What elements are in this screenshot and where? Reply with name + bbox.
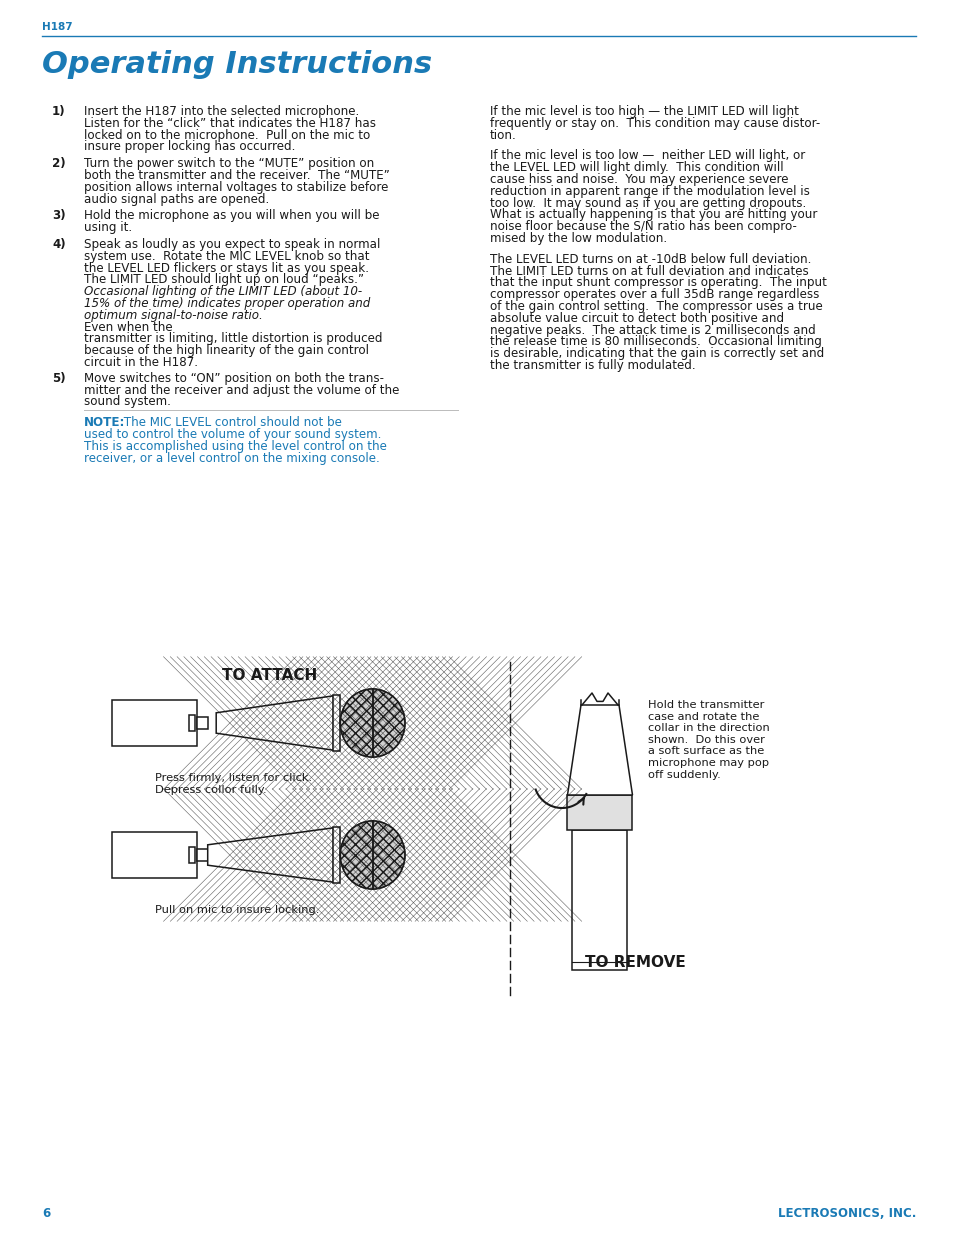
Text: 3): 3) bbox=[52, 210, 66, 222]
Text: This is accomplished using the level control on the: This is accomplished using the level con… bbox=[84, 440, 387, 453]
Text: Turn the power switch to the “MUTE” position on: Turn the power switch to the “MUTE” posi… bbox=[84, 157, 374, 170]
Text: is desirable, indicating that the gain is correctly set and: is desirable, indicating that the gain i… bbox=[490, 347, 823, 361]
Text: 15% of the time) indicates proper operation and: 15% of the time) indicates proper operat… bbox=[84, 296, 370, 310]
Text: LECTROSONICS, INC.: LECTROSONICS, INC. bbox=[777, 1207, 915, 1220]
Text: The LIMIT LED should light up on loud “peaks.”: The LIMIT LED should light up on loud “p… bbox=[84, 273, 364, 287]
Text: If the mic level is too high — the LIMIT LED will light: If the mic level is too high — the LIMIT… bbox=[490, 105, 798, 119]
Text: the release time is 80 milliseconds.  Occasional limiting: the release time is 80 milliseconds. Occ… bbox=[490, 336, 821, 348]
Text: negative peaks.  The attack time is 2 milliseconds and: negative peaks. The attack time is 2 mil… bbox=[490, 324, 815, 337]
Bar bbox=[567, 795, 632, 830]
Polygon shape bbox=[216, 695, 334, 750]
Text: 6: 6 bbox=[42, 1207, 51, 1220]
Bar bbox=[112, 831, 197, 878]
Text: because of the high linearity of the gain control: because of the high linearity of the gai… bbox=[84, 345, 369, 357]
Ellipse shape bbox=[340, 689, 404, 757]
Text: too low.  It may sound as if you are getting dropouts.: too low. It may sound as if you are gett… bbox=[490, 196, 805, 210]
Text: receiver, or a level control on the mixing console.: receiver, or a level control on the mixi… bbox=[84, 452, 379, 464]
Text: using it.: using it. bbox=[84, 221, 132, 235]
Bar bbox=[334, 827, 340, 883]
Text: sound system.: sound system. bbox=[84, 395, 171, 409]
Text: If the mic level is too low —  neither LED will light, or: If the mic level is too low — neither LE… bbox=[490, 149, 804, 162]
Text: locked on to the microphone.  Pull on the mic to: locked on to the microphone. Pull on the… bbox=[84, 128, 370, 142]
Text: position allows internal voltages to stabilize before: position allows internal voltages to sta… bbox=[84, 180, 388, 194]
Text: The MIC LEVEL control should not be: The MIC LEVEL control should not be bbox=[120, 416, 341, 430]
Bar bbox=[197, 718, 208, 729]
Text: mised by the low modulation.: mised by the low modulation. bbox=[490, 232, 666, 245]
Bar bbox=[572, 830, 627, 969]
Text: optimum signal-to-noise ratio.: optimum signal-to-noise ratio. bbox=[84, 309, 262, 322]
Bar bbox=[334, 695, 340, 751]
Bar bbox=[189, 847, 195, 863]
Text: Operating Instructions: Operating Instructions bbox=[42, 49, 432, 79]
Text: Move switches to “ON” position on both the trans-: Move switches to “ON” position on both t… bbox=[84, 372, 384, 385]
Text: Speak as loudly as you expect to speak in normal: Speak as loudly as you expect to speak i… bbox=[84, 238, 380, 251]
Text: frequently or stay on.  This condition may cause distor-: frequently or stay on. This condition ma… bbox=[490, 117, 820, 130]
Text: Press firmly, listen for click.
Depress collor fully.: Press firmly, listen for click. Depress … bbox=[154, 773, 312, 794]
Text: Pull on mic to insure locking.: Pull on mic to insure locking. bbox=[154, 905, 319, 915]
Polygon shape bbox=[567, 705, 632, 795]
Text: absolute value circuit to detect both positive and: absolute value circuit to detect both po… bbox=[490, 311, 783, 325]
Text: NOTE:: NOTE: bbox=[84, 416, 125, 430]
Bar bbox=[197, 848, 208, 861]
Text: circuit in the H187.: circuit in the H187. bbox=[84, 356, 198, 369]
Ellipse shape bbox=[340, 821, 404, 889]
Text: Hold the transmitter
case and rotate the
collar in the direction
shown.  Do this: Hold the transmitter case and rotate the… bbox=[647, 700, 769, 779]
Text: 2): 2) bbox=[52, 157, 66, 170]
Text: compressor operates over a full 35dB range regardless: compressor operates over a full 35dB ran… bbox=[490, 288, 819, 301]
Text: insure proper locking has occurred.: insure proper locking has occurred. bbox=[84, 141, 295, 153]
Text: Occasional lighting of the LIMIT LED (about 10-: Occasional lighting of the LIMIT LED (ab… bbox=[84, 285, 362, 298]
Text: TO REMOVE: TO REMOVE bbox=[584, 955, 684, 969]
Text: used to control the volume of your sound system.: used to control the volume of your sound… bbox=[84, 429, 381, 441]
Text: mitter and the receiver and adjust the volume of the: mitter and the receiver and adjust the v… bbox=[84, 384, 399, 396]
Ellipse shape bbox=[340, 689, 404, 757]
Text: the transmitter is fully modulated.: the transmitter is fully modulated. bbox=[490, 359, 695, 372]
Text: 1): 1) bbox=[52, 105, 66, 119]
Text: noise floor because the S/N ratio has been compro-: noise floor because the S/N ratio has be… bbox=[490, 220, 796, 233]
Text: audio signal paths are opened.: audio signal paths are opened. bbox=[84, 193, 269, 205]
Bar bbox=[112, 699, 197, 746]
Text: H187: H187 bbox=[42, 22, 72, 32]
Text: Hold the microphone as you will when you will be: Hold the microphone as you will when you… bbox=[84, 210, 379, 222]
Text: the LEVEL LED flickers or stays lit as you speak.: the LEVEL LED flickers or stays lit as y… bbox=[84, 262, 369, 274]
Text: The LIMIT LED turns on at full deviation and indicates: The LIMIT LED turns on at full deviation… bbox=[490, 264, 808, 278]
Text: The LEVEL LED turns on at -10dB below full deviation.: The LEVEL LED turns on at -10dB below fu… bbox=[490, 253, 810, 266]
Text: transmitter is limiting, little distortion is produced: transmitter is limiting, little distorti… bbox=[84, 332, 382, 346]
Text: both the transmitter and the receiver.  The “MUTE”: both the transmitter and the receiver. T… bbox=[84, 169, 390, 182]
Text: tion.: tion. bbox=[490, 128, 517, 142]
Text: cause hiss and noise.  You may experience severe: cause hiss and noise. You may experience… bbox=[490, 173, 788, 186]
Polygon shape bbox=[208, 827, 334, 882]
Text: Even when the: Even when the bbox=[84, 321, 172, 333]
Text: the LEVEL LED will light dimly.  This condition will: the LEVEL LED will light dimly. This con… bbox=[490, 162, 782, 174]
Text: Listen for the “click” that indicates the H187 has: Listen for the “click” that indicates th… bbox=[84, 117, 375, 130]
Text: 4): 4) bbox=[52, 238, 66, 251]
Bar bbox=[189, 715, 195, 731]
Ellipse shape bbox=[340, 821, 404, 889]
Text: TO ATTACH: TO ATTACH bbox=[222, 668, 317, 683]
Text: reduction in apparent range if the modulation level is: reduction in apparent range if the modul… bbox=[490, 185, 809, 198]
Text: Insert the H187 into the selected microphone.: Insert the H187 into the selected microp… bbox=[84, 105, 359, 119]
Text: 5): 5) bbox=[52, 372, 66, 385]
Text: system use.  Rotate the MIC LEVEL knob so that: system use. Rotate the MIC LEVEL knob so… bbox=[84, 249, 369, 263]
Text: that the input shunt compressor is operating.  The input: that the input shunt compressor is opera… bbox=[490, 277, 826, 289]
Text: of the gain control setting.  The compressor uses a true: of the gain control setting. The compres… bbox=[490, 300, 821, 312]
Text: What is actually happening is that you are hitting your: What is actually happening is that you a… bbox=[490, 209, 817, 221]
